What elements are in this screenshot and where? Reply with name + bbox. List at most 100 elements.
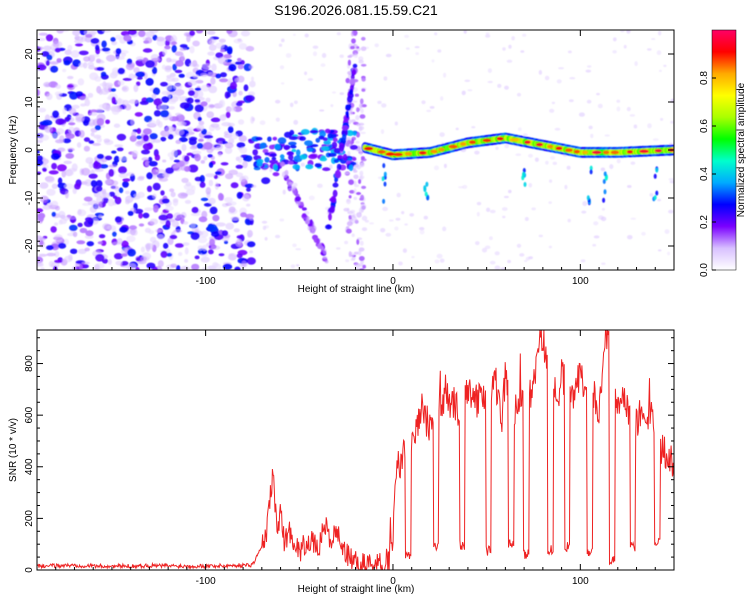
- spectrogram-cell: [315, 137, 321, 143]
- spectrogram-cell: [98, 234, 106, 239]
- spectrogram-cell: [329, 205, 335, 213]
- spectrogram-cell: [40, 267, 45, 270]
- spectrogram-cell: [142, 134, 149, 142]
- spectrogram-y-tick-label: 0: [24, 147, 35, 153]
- spectrogram-cell: [198, 138, 204, 142]
- spectrogram-cell: [462, 184, 468, 189]
- spectrogram-cell: [119, 226, 128, 233]
- spectrogram-cell: [356, 238, 360, 245]
- spectrogram-cell: [103, 82, 114, 88]
- spectrogram-cell: [448, 144, 458, 149]
- spectrogram-cell: [68, 126, 75, 134]
- spectrogram-cell: [88, 30, 97, 35]
- spectrogram-cell: [487, 80, 494, 84]
- spectrogram-cell: [153, 205, 159, 213]
- spectrogram-cell: [78, 50, 89, 56]
- spectrogram-cell: [429, 106, 435, 109]
- spectrogram-cell: [238, 119, 245, 125]
- spectrogram-cell: [83, 56, 91, 62]
- spectrogram-cell: [122, 77, 132, 81]
- spectrogram-cell: [108, 164, 118, 168]
- spectrogram-cell: [274, 143, 281, 150]
- spectrogram-cell: [191, 263, 200, 270]
- spectrogram-cell: [476, 201, 482, 206]
- spectrogram-cell: [194, 255, 200, 260]
- spectrogram-cell: [627, 185, 632, 188]
- spectrogram-cell: [116, 238, 123, 244]
- spectrogram-cell: [350, 214, 355, 218]
- spectrogram-cell: [95, 108, 104, 114]
- snr-y-tick-label: 800: [24, 355, 35, 372]
- spectrogram-cell: [423, 215, 428, 220]
- spectrogram-cell: [207, 103, 215, 109]
- spectrogram-cell: [40, 237, 46, 241]
- spectrogram-cell: [261, 220, 268, 224]
- spectrogram-x-tick-label: -100: [196, 276, 216, 287]
- spectrogram-cell: [565, 148, 573, 152]
- spectrogram-cell: [180, 265, 190, 270]
- spectrogram-cell: [627, 235, 633, 240]
- spectrogram-cell: [292, 243, 297, 248]
- spectrogram-cell: [311, 225, 317, 232]
- spectrogram-cell: [668, 178, 674, 181]
- spectrogram-cell: [203, 156, 208, 161]
- spectrogram-cell: [133, 193, 141, 198]
- spectrogram-cell: [210, 123, 220, 128]
- spectrogram-cell: [179, 44, 188, 48]
- spectrogram-cell: [247, 233, 252, 238]
- spectrogram-cell: [377, 100, 382, 104]
- spectrogram-cell: [162, 159, 167, 163]
- spectrogram-cell: [187, 79, 198, 86]
- spectrogram-cell: [610, 150, 620, 155]
- spectrogram-cell: [158, 214, 169, 221]
- spectrogram-cell: [224, 142, 234, 149]
- spectrogram-cell: [152, 87, 160, 95]
- spectrogram-cell: [50, 65, 59, 73]
- spectrogram-cell: [353, 180, 357, 186]
- spectrogram-cell: [50, 262, 60, 269]
- spectrogram-cell: [476, 211, 480, 217]
- spectrogram-cell: [419, 227, 425, 231]
- spectrogram-cell: [604, 175, 608, 181]
- spectrogram-cell: [112, 231, 117, 237]
- spectrogram-cell: [96, 137, 102, 143]
- spectrogram-cell: [136, 76, 143, 80]
- spectrogram-cell: [262, 148, 269, 154]
- spectrogram-cell: [160, 190, 165, 196]
- spectrogram-cell: [361, 77, 366, 82]
- spectrogram-cell: [235, 172, 244, 178]
- spectrogram-cell: [145, 60, 156, 68]
- spectrogram-cell: [501, 207, 508, 211]
- spectrogram-cell: [144, 31, 155, 38]
- spectrogram-cell: [404, 152, 413, 156]
- spectrogram-cell: [77, 222, 83, 228]
- spectrogram-cell: [236, 142, 246, 149]
- spectrogram-cell: [89, 112, 98, 116]
- spectrogram-cell: [206, 111, 214, 119]
- spectrogram-cell: [180, 212, 187, 219]
- spectrogram-cell: [127, 248, 136, 257]
- snr-ticks: -100 0 100 0 200 400 600 800: [24, 330, 675, 587]
- spectrogram-cell: [169, 234, 178, 240]
- spectrogram-cell: [182, 242, 190, 246]
- spectrogram-cell: [360, 46, 367, 51]
- spectrogram-cell: [264, 237, 268, 241]
- spectrogram-cell: [252, 184, 257, 188]
- spectrogram-cell: [208, 85, 218, 94]
- spectrogram-cell: [115, 34, 122, 40]
- spectrogram-cell: [45, 34, 54, 42]
- spectrogram-cell: [506, 59, 513, 63]
- spectrogram-cell: [319, 109, 325, 112]
- spectrogram-cell: [196, 143, 204, 149]
- spectrogram-cell: [385, 232, 392, 237]
- spectrogram-cell: [115, 260, 123, 266]
- spectrogram-cell: [353, 196, 358, 200]
- spectrogram-cell: [157, 104, 168, 111]
- spectrogram-cell: [211, 63, 217, 72]
- spectrogram-cell: [430, 149, 438, 154]
- spectrogram-cell: [102, 223, 110, 230]
- spectrogram-cell: [37, 150, 40, 154]
- spectrogram-cell: [385, 53, 392, 58]
- spectrogram-cell: [127, 210, 134, 216]
